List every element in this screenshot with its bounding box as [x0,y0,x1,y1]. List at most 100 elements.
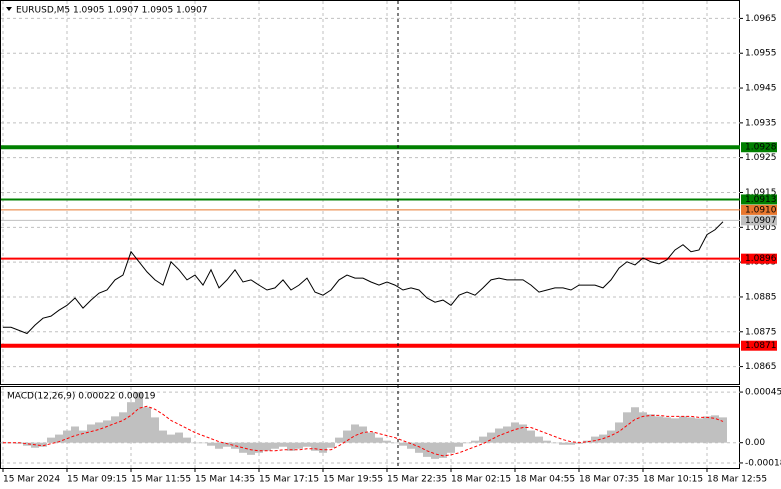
macd-bar [375,437,383,443]
y-tick-label: -0.00018 [745,458,781,468]
macd-bar [15,442,23,444]
macd-bar [559,442,567,445]
macd-bar [255,442,263,453]
level-label-bg [741,194,777,205]
macd-bar [463,442,471,444]
macd-bar [23,442,31,446]
level-label: 1.0871 [745,341,777,351]
macd-bar [679,416,687,443]
macd-bar [535,436,543,443]
macd-bar [631,407,639,443]
macd-bar [399,442,407,446]
macd-bar [47,437,55,443]
macd-bar [607,430,615,443]
macd-title: MACD(12,26,9) 0.00022 0.00019 [7,392,156,402]
macd-bar [687,417,695,443]
level-label: 1.0928 [745,143,777,153]
level-label: 1.0913 [745,195,777,205]
macd-bar [415,442,423,453]
x-tick-label: 18 Mar 02:15 [451,475,511,485]
y-tick-label: 1.0905 [745,223,777,233]
macd-bar [71,426,79,443]
macd-bar [319,442,327,453]
y-tick-label: 1.0955 [745,49,777,59]
macd-bar [639,412,647,443]
macd-bar [87,424,95,443]
x-tick-label: 15 Mar 11:55 [131,475,191,485]
price-line [3,221,724,335]
macd-bar [175,432,183,443]
macd-bar [407,442,415,449]
macd-bar [455,442,463,447]
level-label-bg [741,215,777,226]
macd-bar [647,414,655,443]
macd-bar [311,442,319,451]
macd-bar [327,442,335,448]
y-tick-label: 1.0875 [745,327,777,337]
macd-bar [367,432,375,443]
y-tick-label: 1.0865 [745,362,777,372]
macd-bar [511,422,519,443]
level-label-bg [741,204,777,215]
macd-bar [663,417,671,443]
macd-bar [551,442,559,444]
macd-bar [279,442,287,447]
macd-bar [583,440,591,443]
level-label-bg [741,340,777,351]
macd-bar [55,434,63,443]
macd-bar [343,430,351,443]
macd-bar [447,442,455,453]
macd-bar [543,440,551,443]
macd-bar [151,417,159,443]
macd-bar [711,415,719,443]
macd-bar [271,442,279,449]
macd-bar [423,442,431,457]
macd-bar [519,424,527,443]
macd-bar [359,426,367,443]
menu-arrow [6,7,12,11]
macd-bar [479,436,487,443]
y-tick-label: 1.0915 [745,188,777,198]
macd-bar [671,418,679,443]
macd-bar [247,442,255,455]
x-tick-label: 15 Mar 09:15 [67,475,127,485]
macd-bar [215,442,223,449]
macd-bar [703,416,711,443]
x-tick-label: 15 Mar 22:35 [387,475,447,485]
macd-bar [351,424,359,443]
macd-bar [199,442,207,444]
macd-bar [143,407,151,443]
level-label: 1.0896 [745,254,777,264]
x-tick-label: 15 Mar 17:15 [259,475,319,485]
chart-title: EURUSD,M5 1.0905 1.0907 1.0905 1.0907 [16,6,208,16]
macd-bar [231,442,239,449]
y-tick-label: 1.0965 [745,14,777,24]
macd-bar [63,430,71,443]
macd-bar [719,417,727,443]
macd-bar [263,442,271,451]
macd-bar [303,442,311,447]
level-label: 1.0907 [745,216,777,226]
macd-bar [183,437,191,443]
level-label: 1.0910 [745,205,777,215]
signal-line [3,405,724,457]
macd-bar [527,430,535,443]
macd-bar [111,416,119,443]
level-label-bg [741,253,777,264]
macd-bar [391,442,399,444]
macd-bar [295,442,303,449]
x-tick-label: 18 Mar 07:35 [579,475,639,485]
macd-bar [207,442,215,446]
macd-bar [31,442,39,448]
y-tick-label: 1.0885 [745,292,777,302]
macd-bar [239,442,247,453]
macd-bar [127,402,135,443]
macd-bar [439,442,447,458]
macd-bar [655,416,663,443]
macd-bar [191,442,199,444]
x-tick-label: 18 Mar 10:15 [643,475,703,485]
macd-bar [167,434,175,443]
x-tick-label: 15 Mar 19:55 [323,475,383,485]
y-tick-label: 0.00 [745,438,765,448]
